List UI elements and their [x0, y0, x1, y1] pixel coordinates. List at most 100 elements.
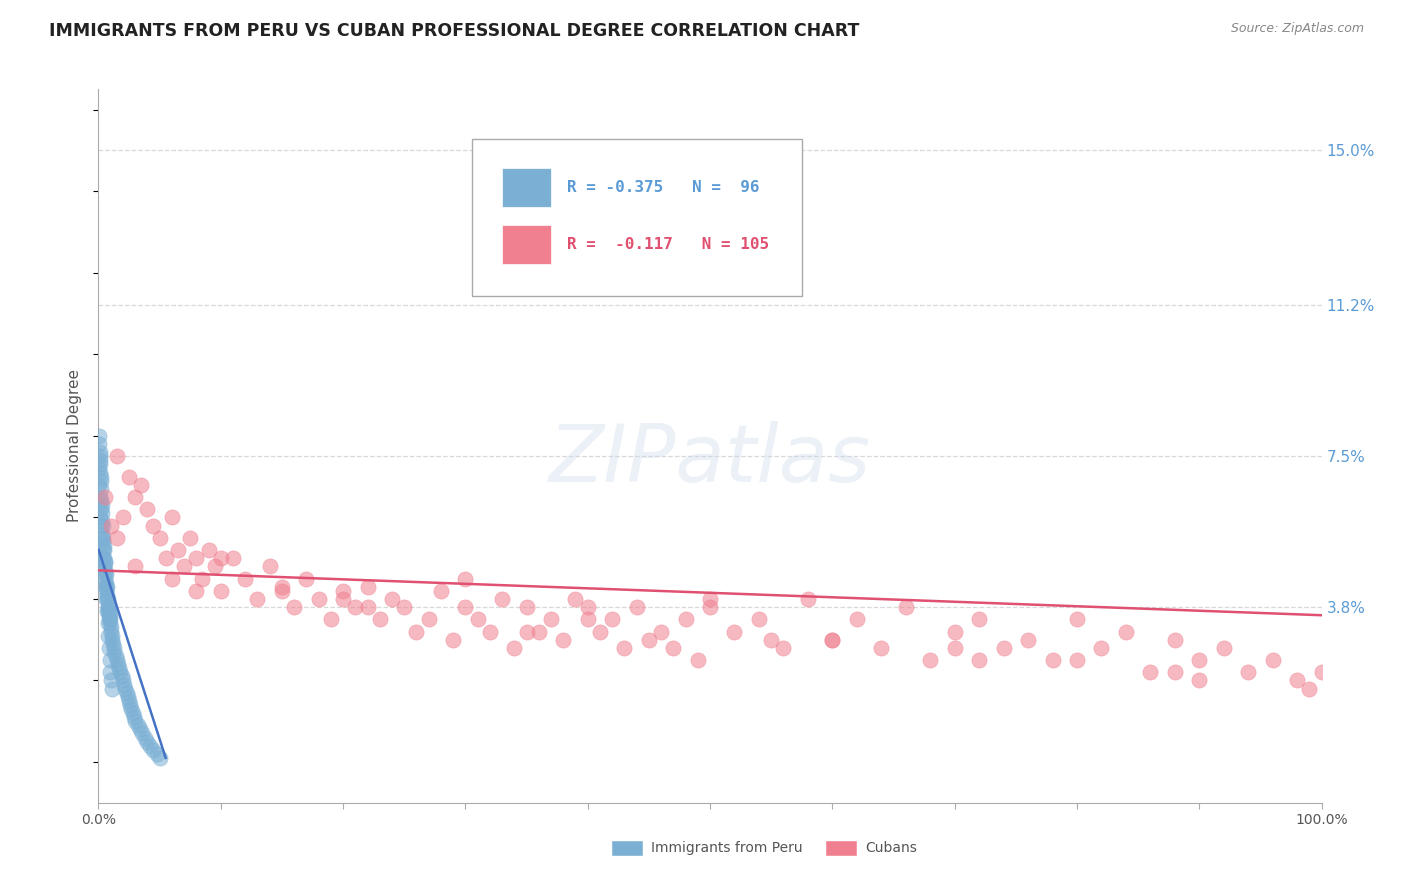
- Point: [91, 534, 114, 549]
- Point: [1298, 681, 1320, 696]
- Point: [167, 543, 190, 558]
- Point: [454, 572, 477, 586]
- Point: [381, 591, 404, 606]
- Point: [93, 559, 115, 574]
- Point: [894, 600, 917, 615]
- Point: [1261, 653, 1284, 667]
- Point: [368, 612, 391, 626]
- Point: [121, 706, 143, 720]
- Point: [93, 551, 115, 566]
- Point: [270, 580, 294, 594]
- Point: [943, 640, 966, 655]
- Point: [270, 583, 294, 598]
- Point: [112, 677, 135, 691]
- Point: [90, 498, 112, 512]
- Point: [118, 469, 141, 483]
- Point: [94, 580, 117, 594]
- Point: [332, 583, 354, 598]
- Point: [103, 640, 125, 655]
- Point: [91, 543, 114, 558]
- FancyBboxPatch shape: [827, 840, 856, 856]
- Y-axis label: Professional Degree: Professional Degree: [67, 369, 83, 523]
- Text: R =  -0.117   N = 105: R = -0.117 N = 105: [567, 237, 769, 252]
- Point: [748, 612, 770, 626]
- Point: [94, 575, 117, 590]
- Point: [98, 616, 121, 631]
- Point: [197, 543, 219, 558]
- Point: [100, 681, 122, 696]
- Point: [100, 624, 122, 639]
- Point: [1066, 653, 1088, 667]
- Point: [173, 559, 195, 574]
- Point: [589, 624, 612, 639]
- Point: [344, 600, 367, 615]
- Point: [87, 477, 110, 491]
- Point: [104, 648, 127, 663]
- Point: [626, 600, 648, 615]
- Point: [124, 559, 146, 574]
- Point: [553, 632, 575, 647]
- Point: [920, 653, 942, 667]
- Point: [454, 600, 477, 615]
- Point: [93, 531, 115, 545]
- Point: [129, 477, 152, 491]
- Point: [97, 600, 120, 615]
- Text: Source: ZipAtlas.com: Source: ZipAtlas.com: [1230, 22, 1364, 36]
- Point: [87, 429, 110, 443]
- Point: [97, 616, 120, 631]
- Point: [209, 583, 232, 598]
- Point: [1017, 632, 1039, 647]
- Point: [797, 591, 820, 606]
- Point: [441, 632, 464, 647]
- Point: [129, 723, 152, 737]
- Point: [97, 640, 120, 655]
- Point: [89, 510, 111, 524]
- Point: [1090, 640, 1112, 655]
- Point: [149, 751, 172, 765]
- Point: [699, 591, 721, 606]
- Point: [96, 583, 118, 598]
- Point: [478, 624, 501, 639]
- Point: [821, 632, 844, 647]
- Point: [98, 604, 121, 618]
- Point: [637, 632, 661, 647]
- Point: [108, 661, 131, 675]
- Point: [90, 469, 112, 483]
- Point: [308, 591, 330, 606]
- Point: [91, 506, 114, 520]
- FancyBboxPatch shape: [502, 168, 551, 207]
- Point: [131, 726, 153, 740]
- Point: [136, 734, 159, 748]
- Point: [97, 600, 120, 615]
- Point: [97, 608, 120, 623]
- Point: [821, 632, 844, 647]
- Point: [90, 518, 112, 533]
- Point: [98, 665, 121, 680]
- Point: [91, 526, 114, 541]
- Point: [94, 555, 117, 569]
- FancyBboxPatch shape: [502, 225, 551, 264]
- Point: [283, 600, 305, 615]
- Point: [114, 681, 136, 696]
- Point: [943, 624, 966, 639]
- Text: Immigrants from Peru: Immigrants from Peru: [651, 841, 803, 855]
- Point: [319, 612, 342, 626]
- Point: [90, 474, 112, 488]
- Point: [124, 490, 146, 504]
- Point: [191, 572, 214, 586]
- Point: [90, 482, 112, 496]
- Point: [89, 449, 111, 463]
- Point: [613, 640, 636, 655]
- Point: [146, 747, 169, 761]
- Point: [111, 673, 134, 688]
- Point: [93, 539, 115, 553]
- Point: [295, 572, 318, 586]
- Point: [90, 494, 112, 508]
- Point: [246, 591, 269, 606]
- Point: [356, 580, 378, 594]
- Point: [91, 551, 114, 566]
- Point: [122, 710, 145, 724]
- Point: [97, 604, 120, 618]
- Point: [89, 458, 111, 472]
- Point: [100, 673, 122, 688]
